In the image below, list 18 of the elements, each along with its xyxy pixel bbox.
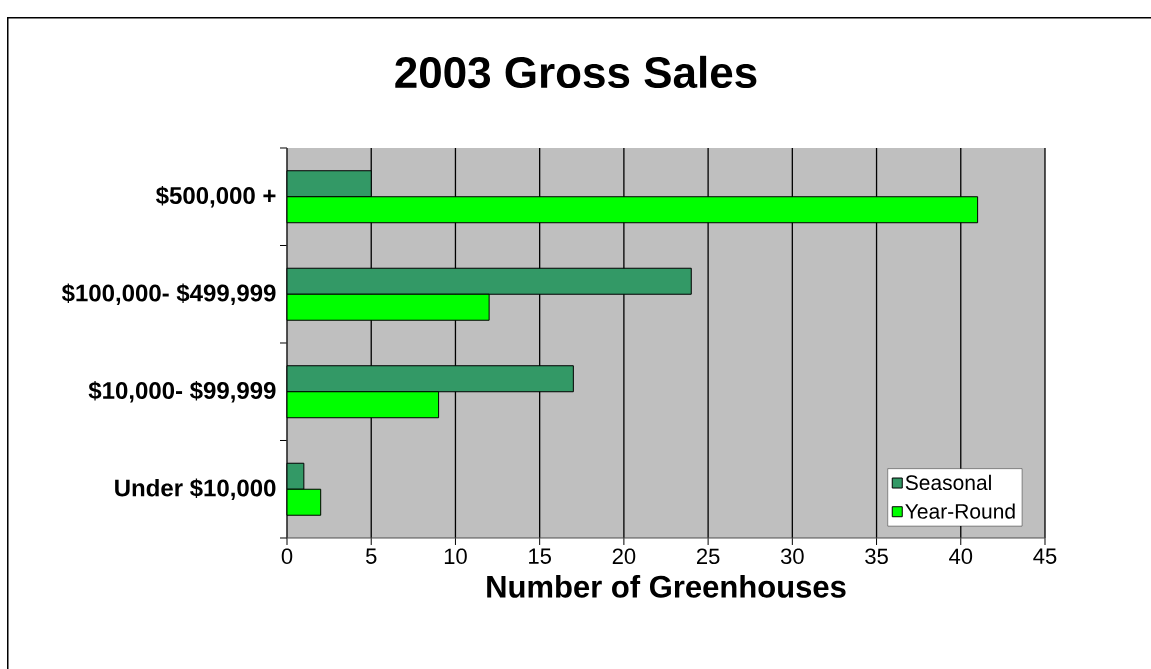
legend-label: Year-Round: [905, 503, 1015, 519]
x-tick-label: 0: [281, 548, 293, 565]
x-tick-label: 45: [1033, 548, 1057, 564]
y-tick-label: $500,000 +: [156, 185, 276, 208]
x-tick-label: 40: [949, 548, 973, 565]
x-tick-label: 5: [365, 548, 377, 564]
y-tick-label: $100,000- $499,999: [61, 283, 276, 306]
chart-title: 2003 Gross Sales: [395, 55, 757, 89]
x-tick-label: 30: [780, 548, 804, 565]
x-tick-label: 20: [612, 548, 636, 565]
legend-label: Seasonal: [905, 474, 991, 491]
y-tick-label: $10,000- $99,999: [88, 380, 276, 403]
x-tick-label: 35: [865, 548, 888, 565]
x-tick-label: 25: [696, 548, 720, 565]
x-tick-label: 10: [444, 548, 467, 565]
x-tick-label: 15: [529, 548, 551, 564]
y-tick-label: Under $10,000: [115, 478, 276, 501]
x-axis-title: Number of Greenhouses: [487, 574, 846, 598]
